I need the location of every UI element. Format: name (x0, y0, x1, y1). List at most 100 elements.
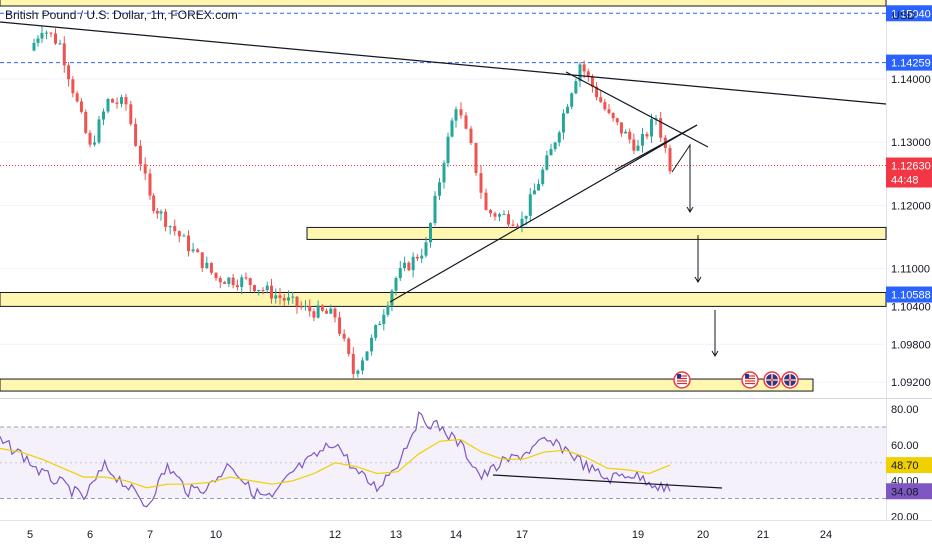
candle-body-56 (278, 295, 282, 298)
rsi-tick-label: 80.00 (891, 404, 919, 416)
candle-body-47 (240, 277, 244, 288)
trendline-drawings (0, 21, 887, 357)
price-badge-bg (886, 286, 932, 303)
price-tick-label: 1.10400 (891, 301, 931, 313)
candle-body-74 (356, 370, 360, 374)
candle-body-133 (611, 112, 615, 119)
candle-body-36 (191, 249, 195, 252)
candle-body-10 (75, 93, 79, 102)
price-pane[interactable] (0, 0, 886, 398)
candle-body-28 (155, 210, 159, 214)
candle-body-9 (71, 79, 75, 94)
price-tick-label: 1.09800 (891, 339, 931, 351)
event-flags (673, 371, 799, 389)
candle-body-96 (450, 120, 454, 137)
price-badge-bg (886, 157, 932, 174)
price-axis: 1.14000 1.13000 1.12000 1.11000 1.10400 1.098… (886, 5, 932, 523)
rsi-band (0, 427, 886, 499)
candle-body-70 (338, 317, 342, 334)
candle-body-112 (524, 215, 528, 219)
candle-body-12 (84, 111, 88, 133)
candle-body-141 (645, 134, 649, 137)
candle-body-27 (152, 195, 156, 211)
candle-body-77 (370, 337, 374, 352)
candle-body-117 (545, 155, 549, 170)
candle-body-50 (253, 285, 256, 291)
event-flag-ring (741, 371, 759, 389)
support-zones (0, 0, 887, 392)
candle-body-6 (58, 43, 62, 45)
candle-body-43 (223, 282, 227, 284)
candle-body-91 (429, 223, 432, 243)
candle-body-25 (143, 164, 147, 174)
candle-body-16 (102, 111, 105, 120)
candle-body-73 (351, 353, 355, 374)
flag-canton (677, 374, 681, 378)
price-badge-label: 1.15040 (891, 8, 931, 20)
price-tick-label: 1.13000 (891, 137, 931, 149)
candle-body-97 (454, 109, 458, 121)
rsi-divergence-trendline (492, 474, 723, 489)
candle-body-108 (507, 214, 510, 225)
rsi-badge-label: 34.08 (891, 486, 919, 498)
candle-body-100 (469, 128, 473, 144)
candle-body-78 (374, 325, 378, 338)
candle-body-104 (489, 210, 492, 214)
candle-body-114 (532, 190, 536, 195)
candle-body-71 (342, 333, 346, 339)
candle-body-51 (257, 289, 261, 291)
price-tick-label: 1.14000 (891, 74, 931, 86)
price-badge-label: 1.14259 (891, 58, 931, 70)
candle-body-4 (49, 32, 53, 34)
candle-body-41 (214, 272, 218, 279)
candle-body-95 (446, 136, 450, 164)
candle-body-54 (270, 285, 273, 299)
candle-body-24 (138, 145, 142, 165)
candle-body-124 (574, 81, 578, 94)
candle-body-34 (182, 235, 186, 237)
candle-body-80 (382, 314, 386, 324)
candle-body-76 (365, 351, 369, 361)
time-tick-label: 20 (697, 529, 709, 541)
candle-body-89 (420, 255, 424, 259)
candle-body-118 (549, 149, 553, 156)
candle-body-88 (415, 256, 419, 259)
rsi-badge-label: 48.70 (891, 460, 919, 472)
candle-body-109 (511, 224, 515, 226)
candle-body-61 (299, 306, 303, 308)
candle-body-125 (578, 64, 582, 82)
candle-body-40 (209, 262, 213, 273)
down-arrow-2-head (694, 276, 702, 283)
candle-body-30 (164, 211, 168, 227)
time-tick-label: 5 (27, 529, 33, 541)
flag-canton (745, 374, 749, 378)
candle-body-79 (378, 323, 382, 326)
candle-body-140 (641, 134, 644, 146)
resistance-zone-top (0, 0, 887, 7)
chart-title: British Pound / U.S. Dollar, 1h, FOREX.c… (5, 8, 238, 22)
rsi-ma-line (0, 438, 671, 489)
candle-body-23 (134, 123, 138, 146)
candle-body-137 (628, 131, 632, 140)
time-axis: 5 6 7 10 12 13 14 17 19 20 21 24 (0, 520, 932, 541)
candle-body-105 (493, 213, 497, 217)
candlestick-series (32, 26, 672, 379)
candle-body-135 (619, 122, 623, 134)
candle-body-13 (88, 132, 92, 145)
ascending-support-trendline (389, 124, 698, 303)
candle-body-127 (586, 71, 590, 77)
candle-body-144 (659, 118, 663, 138)
price-badge-label: 1.10588 (891, 290, 931, 302)
candle-body-32 (173, 226, 177, 232)
time-tick-label: 21 (757, 529, 769, 541)
candle-body-37 (196, 249, 200, 253)
candle-body-72 (347, 338, 351, 354)
candle-body-81 (386, 305, 390, 315)
candle-body-119 (553, 142, 557, 150)
candle-body-35 (187, 235, 190, 252)
price-tick-label: 1.12000 (891, 200, 931, 212)
candle-body-90 (424, 242, 428, 256)
candle-body-85 (403, 262, 407, 269)
candle-body-126 (582, 64, 586, 72)
